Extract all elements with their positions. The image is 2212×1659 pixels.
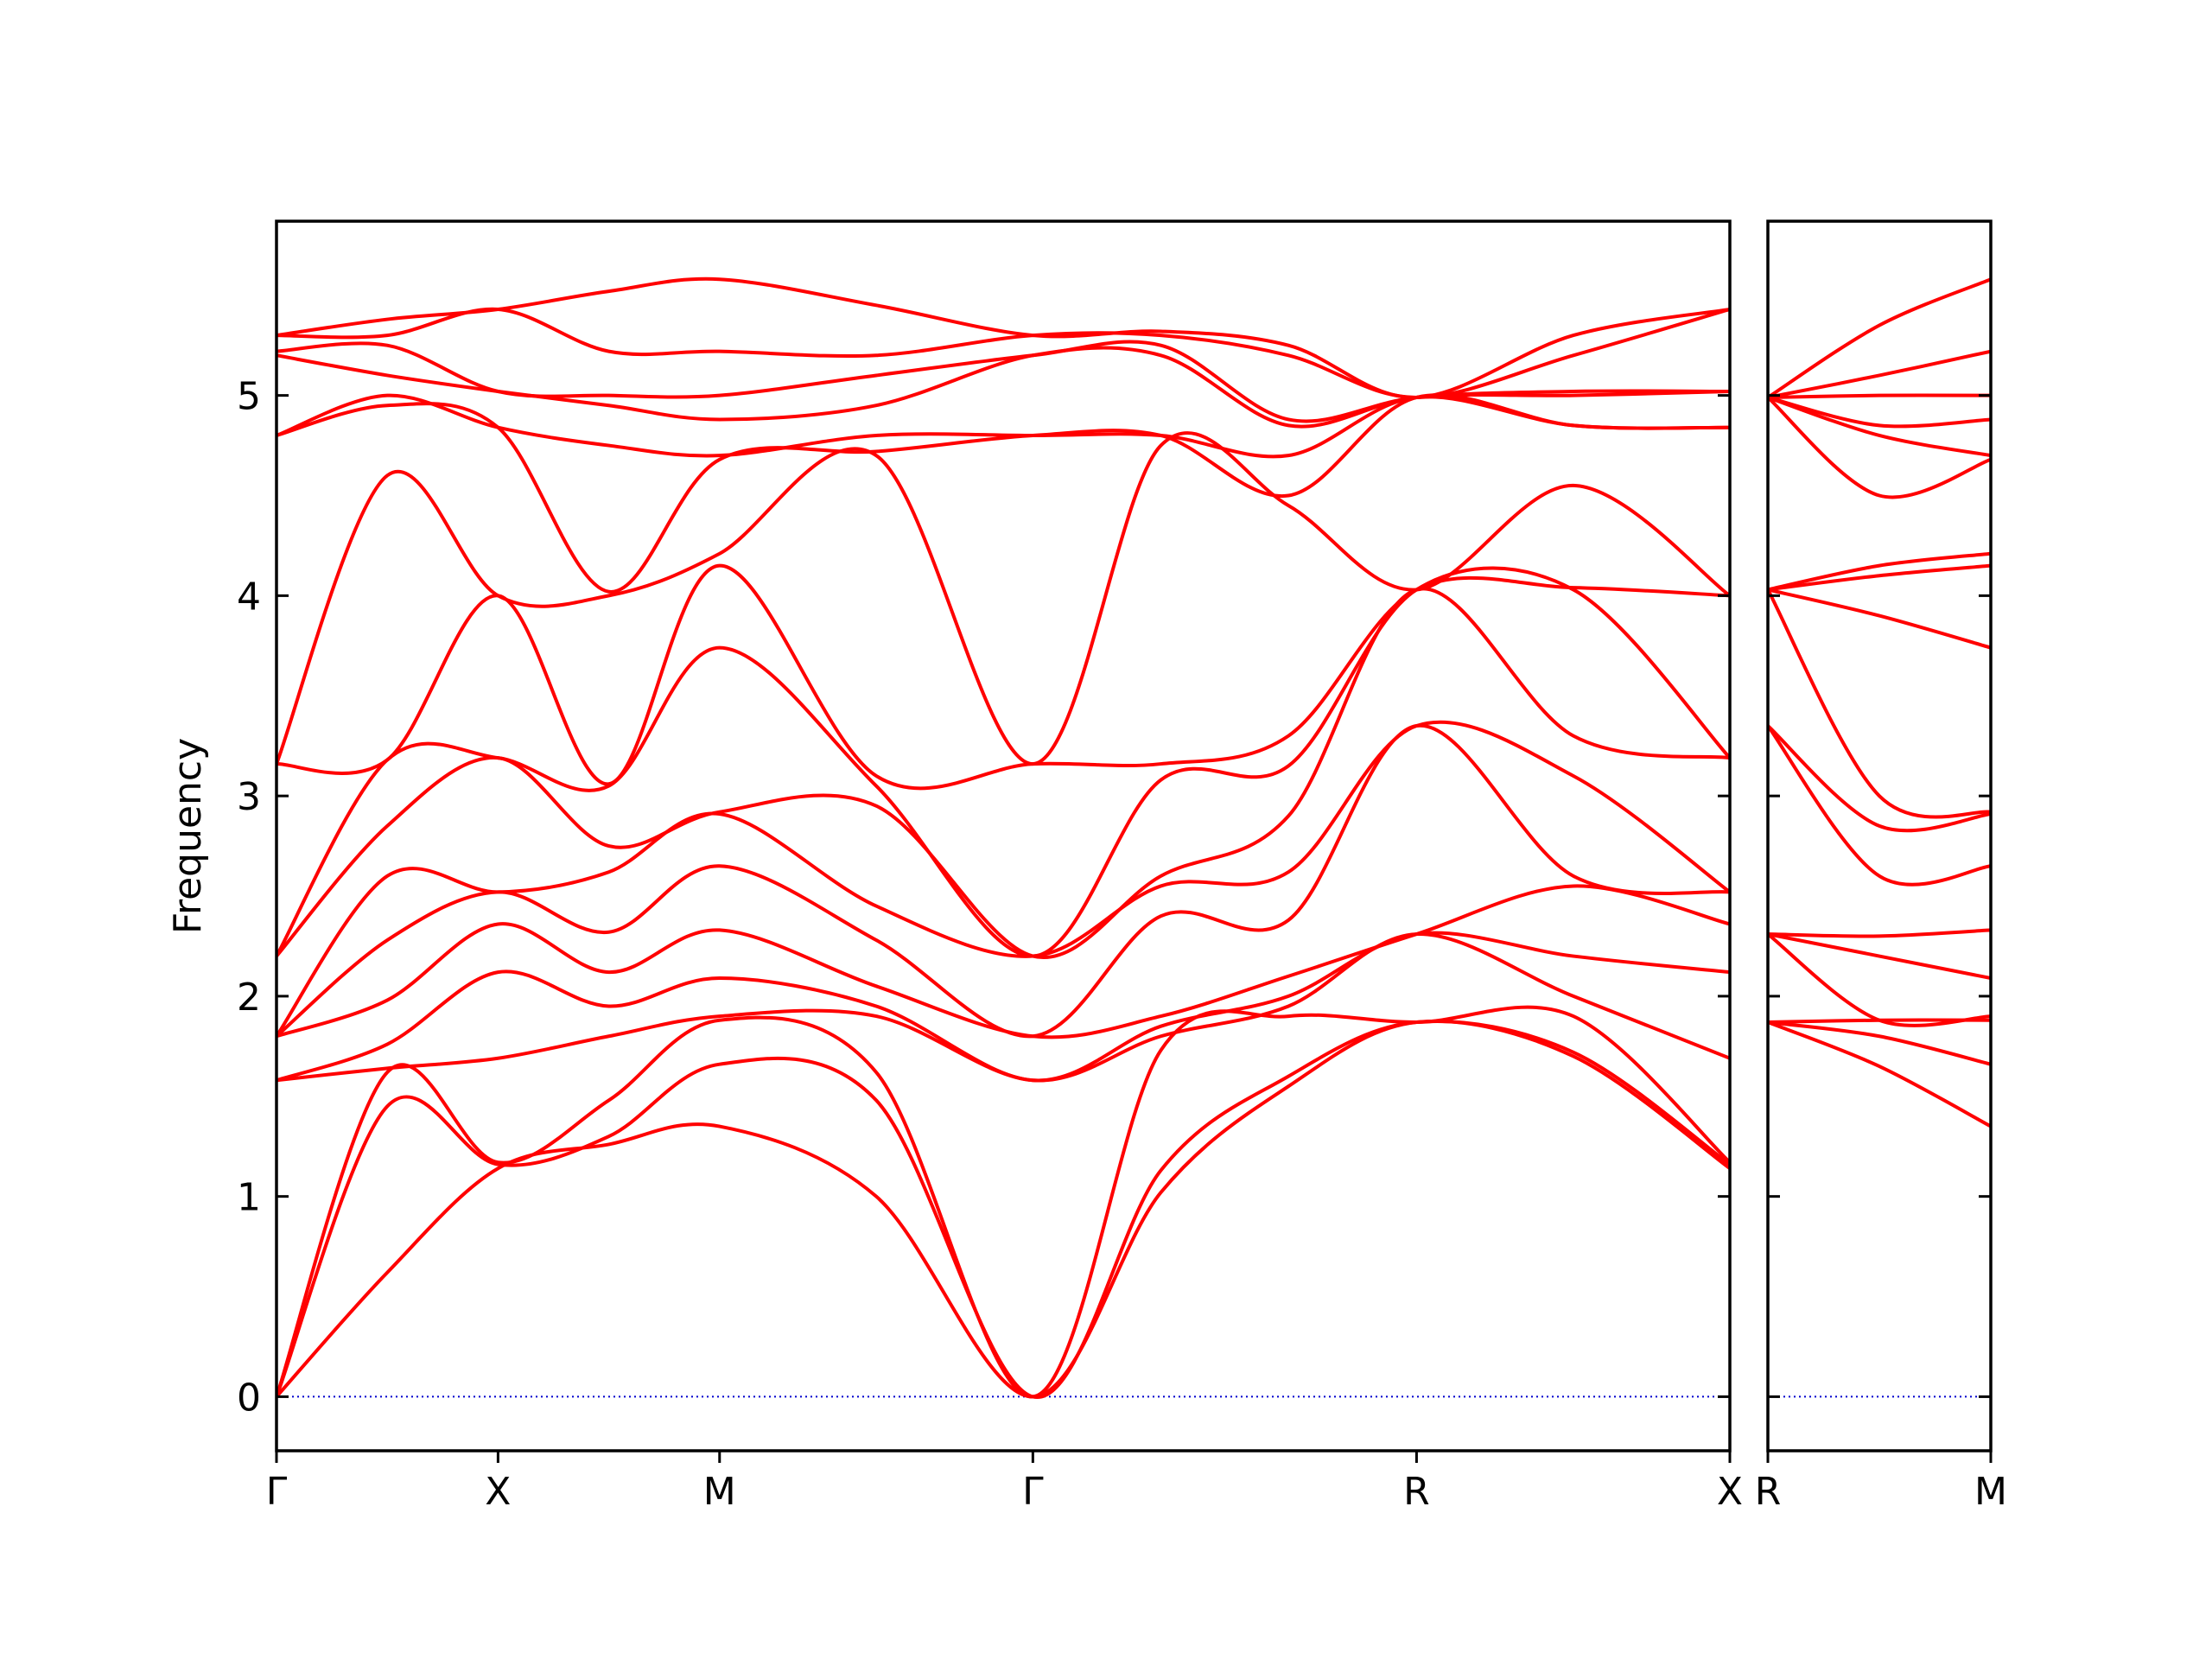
band-line: [1768, 588, 1991, 819]
band-line: [276, 1020, 1730, 1399]
band-line: [1768, 928, 1991, 938]
band-line: [1768, 563, 1991, 592]
band-line: [276, 884, 1730, 1039]
plot-frame: [1766, 219, 1993, 1452]
plot-frame: [275, 219, 1732, 1452]
band-line: [276, 431, 1730, 766]
band-line: [1768, 396, 1991, 458]
x-tick-label: X: [1717, 1470, 1743, 1514]
band-line: [276, 563, 1730, 791]
x-tick-label: R: [1755, 1470, 1782, 1514]
x-tick-label: Γ: [266, 1470, 288, 1514]
x-tick-label: Γ: [1022, 1470, 1044, 1514]
band-line: [1768, 1020, 1991, 1066]
y-tick-label: 3: [237, 775, 261, 819]
band-line: [1768, 277, 1991, 399]
band-line: [276, 1019, 1730, 1399]
panel: 0 1 2 3 4 5 Γ X M Γ R X Frequency: [166, 219, 1743, 1514]
band-line: [1768, 393, 1991, 399]
band-line: [1768, 396, 1991, 499]
band-line: [1768, 932, 1991, 1027]
y-tick-label: 0: [237, 1376, 261, 1420]
band-line: [276, 566, 1730, 958]
band-line: [1768, 349, 1991, 399]
band-line: [276, 720, 1730, 1038]
x-tick-label: R: [1403, 1470, 1430, 1514]
x-tick-label: X: [485, 1470, 511, 1514]
band-line: [1768, 396, 1991, 429]
band-line: [1768, 932, 1991, 981]
band-line: [276, 307, 1730, 399]
band-line: [276, 1005, 1730, 1399]
band-line: [1768, 588, 1991, 650]
band-line: [276, 931, 1730, 1083]
x-tick-label: M: [703, 1470, 736, 1514]
y-tick-label: 5: [237, 375, 261, 419]
band-line: [276, 393, 1730, 594]
y-axis-label: Frequency: [166, 738, 210, 934]
band-line: [1768, 724, 1991, 833]
x-tick-label: M: [1974, 1470, 2007, 1514]
y-tick-label: 4: [237, 575, 261, 619]
y-tick-label: 2: [237, 976, 261, 1020]
band-line: [276, 276, 1730, 399]
y-tick-label: 1: [237, 1176, 261, 1220]
band-line: [1768, 1020, 1991, 1128]
band-line: [276, 393, 1730, 459]
band-line: [276, 587, 1730, 960]
band-line: [1768, 724, 1991, 887]
band-line: [1768, 551, 1991, 592]
band-line: [276, 724, 1730, 1039]
